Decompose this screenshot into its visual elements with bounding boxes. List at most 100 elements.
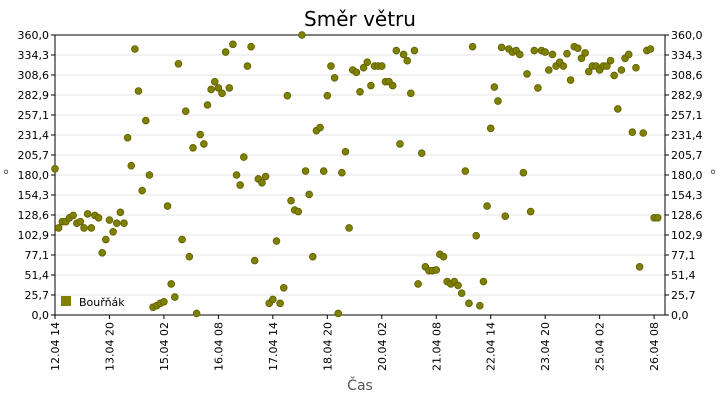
y-tick-label-left: 308,6 xyxy=(18,69,50,82)
data-point xyxy=(69,211,77,220)
data-point xyxy=(51,164,59,173)
data-point xyxy=(628,128,637,137)
y-tick-label-left: 282,9 xyxy=(18,89,50,102)
x-tick-label: 25.04 02 xyxy=(594,322,607,371)
data-point xyxy=(141,116,150,125)
data-point xyxy=(316,123,324,132)
data-point xyxy=(338,168,346,177)
data-point xyxy=(294,207,303,216)
data-point xyxy=(334,309,343,318)
data-point xyxy=(541,48,549,56)
data-point xyxy=(258,178,266,187)
data-point xyxy=(486,124,495,133)
y-axis-title-right: ° xyxy=(710,168,717,184)
chart-title: Směr větru xyxy=(304,7,416,31)
data-point xyxy=(174,59,183,68)
legend-label: Bouřňák xyxy=(79,296,125,309)
y-tick-label-right: 257,1 xyxy=(671,109,703,122)
data-point xyxy=(632,63,640,72)
data-point xyxy=(439,252,448,261)
x-axis-ticks: 12.04 14 13.04 20 15.04 02 16.04 08 17.04 14… xyxy=(49,315,661,371)
data-point xyxy=(363,58,372,67)
data-point xyxy=(123,133,132,142)
data-point xyxy=(399,50,408,59)
x-tick-label: 13.04 20 xyxy=(103,322,116,371)
data-point xyxy=(272,237,281,245)
x-tick-label: 15.04 02 xyxy=(158,322,171,371)
data-point xyxy=(301,167,310,175)
data-point xyxy=(109,227,117,236)
data-point xyxy=(185,252,194,261)
y-tick-label-right: 77,1 xyxy=(671,249,696,262)
x-tick-label: 23.04 20 xyxy=(539,322,552,371)
data-point xyxy=(196,130,205,139)
y-tick-label-left: 257,1 xyxy=(18,109,50,122)
data-point xyxy=(127,161,136,170)
data-point xyxy=(545,66,553,74)
data-point xyxy=(240,153,248,161)
y-tick-label-right: 205,7 xyxy=(671,149,703,162)
data-point xyxy=(319,167,328,175)
data-point xyxy=(305,190,313,199)
data-point xyxy=(494,97,502,105)
data-point xyxy=(323,91,332,100)
data-point xyxy=(192,309,201,318)
data-point xyxy=(577,54,586,63)
data-point xyxy=(341,147,350,156)
data-point xyxy=(207,85,215,94)
y-tick-label-left: 205,7 xyxy=(18,149,50,162)
data-point xyxy=(461,167,470,175)
data-point xyxy=(236,181,244,189)
data-point xyxy=(392,46,401,55)
data-point xyxy=(646,45,655,53)
data-point xyxy=(112,219,121,228)
x-tick-label: 18.04 20 xyxy=(321,322,334,371)
y-tick-label-right: 25,7 xyxy=(671,289,696,302)
data-point xyxy=(559,62,568,70)
data-point xyxy=(603,62,611,70)
data-point xyxy=(232,171,241,179)
y-tick-label-right: 102,9 xyxy=(671,229,703,242)
y-tick-label-left: 334,3 xyxy=(18,49,50,62)
y-tick-label-left: 0,0 xyxy=(32,309,50,322)
data-point xyxy=(83,210,92,218)
data-point xyxy=(534,84,542,92)
data-point xyxy=(250,256,259,265)
data-point xyxy=(225,84,234,92)
data-point xyxy=(432,266,441,274)
y-tick-label-left: 180,0 xyxy=(18,169,50,182)
data-point xyxy=(345,224,353,232)
data-point xyxy=(515,50,524,59)
data-point xyxy=(178,235,186,244)
data-point xyxy=(566,76,575,84)
data-point xyxy=(352,68,361,77)
data-point xyxy=(87,224,96,232)
data-point xyxy=(163,202,172,210)
data-point xyxy=(407,89,415,98)
y-tick-label-right: 180,0 xyxy=(671,169,703,182)
legend: Bouřňák xyxy=(61,296,125,309)
x-axis-title: Čas xyxy=(347,376,373,394)
data-point xyxy=(476,301,484,310)
y-tick-label-right: 334,3 xyxy=(671,49,703,62)
data-point xyxy=(403,56,412,65)
data-point xyxy=(327,62,335,70)
data-point xyxy=(639,129,648,137)
data-point xyxy=(653,213,662,222)
data-point xyxy=(530,46,539,55)
data-point xyxy=(617,66,626,74)
data-point xyxy=(563,49,571,58)
y-tick-label-right: 308,6 xyxy=(671,69,703,82)
data-point xyxy=(490,83,499,91)
data-point xyxy=(171,293,179,301)
data-point xyxy=(105,216,114,224)
data-point xyxy=(269,295,277,304)
y-tick-label-left: 51,4 xyxy=(25,269,50,282)
data-point xyxy=(261,172,270,181)
data-point xyxy=(414,280,422,288)
data-point xyxy=(120,219,128,228)
data-point xyxy=(377,62,386,70)
data-point xyxy=(330,73,339,82)
y-tick-label-right: 282,9 xyxy=(671,89,703,102)
